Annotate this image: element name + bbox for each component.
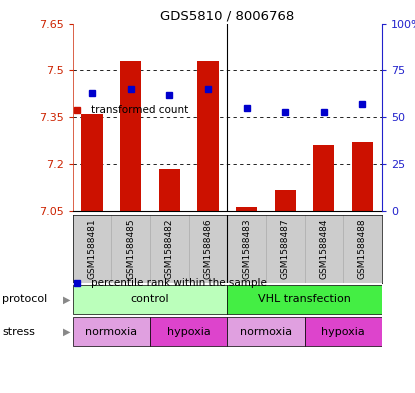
Bar [81, 114, 103, 211]
Text: protocol: protocol [2, 294, 47, 305]
Text: GSM1588484: GSM1588484 [319, 218, 328, 279]
Bar [352, 142, 373, 211]
Text: normoxia: normoxia [85, 327, 137, 337]
Text: control: control [131, 294, 169, 305]
Bar [73, 285, 227, 314]
Text: normoxia: normoxia [240, 327, 292, 337]
Text: percentile rank within the sample: percentile rank within the sample [91, 278, 267, 288]
Bar [197, 61, 219, 211]
Bar [305, 317, 382, 346]
Text: GSM1588485: GSM1588485 [126, 218, 135, 279]
Text: GSM1588487: GSM1588487 [281, 218, 290, 279]
Text: transformed count: transformed count [91, 105, 188, 115]
Bar [313, 145, 334, 211]
Text: ▶: ▶ [63, 327, 70, 337]
Text: GSM1588481: GSM1588481 [88, 218, 96, 279]
Text: hypoxia: hypoxia [321, 327, 365, 337]
Text: GSM1588486: GSM1588486 [203, 218, 212, 279]
Text: stress: stress [2, 327, 35, 337]
Bar [236, 207, 257, 211]
Bar [227, 317, 305, 346]
Title: GDS5810 / 8006768: GDS5810 / 8006768 [160, 9, 294, 22]
Bar [73, 317, 150, 346]
Text: hypoxia: hypoxia [167, 327, 210, 337]
Bar [150, 317, 227, 346]
Text: GSM1588482: GSM1588482 [165, 218, 174, 279]
Text: ▶: ▶ [63, 294, 70, 305]
Bar [227, 285, 382, 314]
Text: GSM1588483: GSM1588483 [242, 218, 251, 279]
Bar [159, 169, 180, 211]
Text: VHL transfection: VHL transfection [258, 294, 351, 305]
Bar [275, 190, 296, 211]
Bar [120, 61, 141, 211]
Text: GSM1588488: GSM1588488 [358, 218, 367, 279]
